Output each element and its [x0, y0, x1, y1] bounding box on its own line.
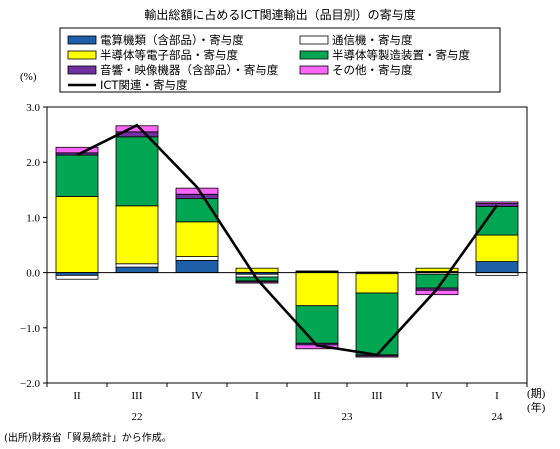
bar-segment — [175, 221, 219, 257]
bar-segment — [115, 263, 159, 268]
period-unit: (期) — [527, 387, 546, 400]
x-tick-label: III — [372, 390, 383, 402]
ict-line — [76, 123, 499, 357]
legend-frame — [59, 27, 501, 93]
bar-segment — [55, 146, 99, 154]
x-tick-label: III — [132, 390, 143, 402]
year-label: 22 — [132, 411, 143, 423]
source-note: (出所)財務省「貿易統計」から作成。 — [4, 431, 172, 444]
legend-swatch — [67, 50, 97, 60]
chart-title: 輸出総額に占めるICT関連輸出（品目別）の寄与度 — [144, 7, 415, 22]
y-tick-label: 3.0 — [26, 102, 40, 114]
year-unit: (年) — [527, 400, 546, 414]
bar-segment — [175, 256, 219, 261]
legend-swatch — [299, 65, 329, 75]
bar-segment — [295, 305, 339, 344]
legend-swatch — [67, 35, 97, 45]
year-label: 24 — [492, 411, 504, 423]
bar-segment — [415, 267, 459, 272]
bar-segment — [115, 266, 159, 273]
x-tick-label: I — [495, 390, 499, 402]
legend-swatch — [299, 50, 329, 60]
legend-swatch — [67, 65, 97, 75]
x-tick-label: I — [255, 390, 259, 402]
legend-label: その他・寄与度 — [332, 63, 413, 77]
x-axis: II III IV I II III IV I22 23 24 — [46, 383, 528, 423]
bar-segment — [235, 273, 279, 278]
x-tick-label: II — [313, 390, 321, 402]
legend-label: 通信機・寄与度 — [332, 33, 413, 47]
y-tick-label: −2.0 — [20, 378, 40, 390]
y-tick-label: −1.0 — [20, 323, 40, 335]
bar-segment — [355, 292, 399, 356]
bar-segment — [175, 193, 219, 200]
bar-segment — [475, 234, 519, 262]
bar-segment — [235, 267, 279, 273]
bar-segment — [175, 260, 219, 273]
x-tick-label: IV — [191, 390, 203, 402]
legend-label: 音響・映像機器（含部品）・寄与度 — [100, 63, 279, 77]
bar-segment — [295, 272, 339, 307]
legend-label: 電算機類（含部品）・寄与度 — [100, 33, 244, 47]
bar-segment — [295, 270, 339, 272]
bar-segment — [235, 281, 279, 284]
bar-segment — [115, 136, 159, 207]
bar-segment — [55, 196, 99, 273]
x-tick-label: IV — [431, 390, 443, 402]
y-tick-label: 2.0 — [26, 157, 40, 169]
bar-segment — [475, 261, 519, 273]
bar-segment — [415, 273, 459, 289]
bar-segment — [115, 205, 159, 265]
bars — [55, 125, 519, 358]
legend-label: 半導体等電子部品・寄与度 — [100, 48, 238, 62]
y-tick-label: 1.0 — [26, 212, 40, 224]
y-axis: 3.0 2.0 1.0 0.0 −1.0 −2.0 — [20, 102, 47, 390]
bar-segment — [55, 154, 99, 197]
y-axis-label: (%) — [20, 71, 37, 83]
ict-line-layer — [76, 123, 499, 357]
y-tick-label: 0.0 — [26, 268, 40, 280]
legend-label: 半導体等製造装置・寄与度 — [332, 48, 470, 62]
bar-segment — [55, 274, 99, 280]
legend-label: ICT関連・寄与度 — [100, 78, 188, 92]
x-tick-label: II — [73, 390, 81, 402]
bar-segment — [355, 273, 399, 294]
legend-swatch — [299, 35, 329, 45]
bar-segment — [475, 201, 519, 205]
bar-segment — [475, 205, 519, 236]
year-label: 23 — [342, 411, 354, 423]
